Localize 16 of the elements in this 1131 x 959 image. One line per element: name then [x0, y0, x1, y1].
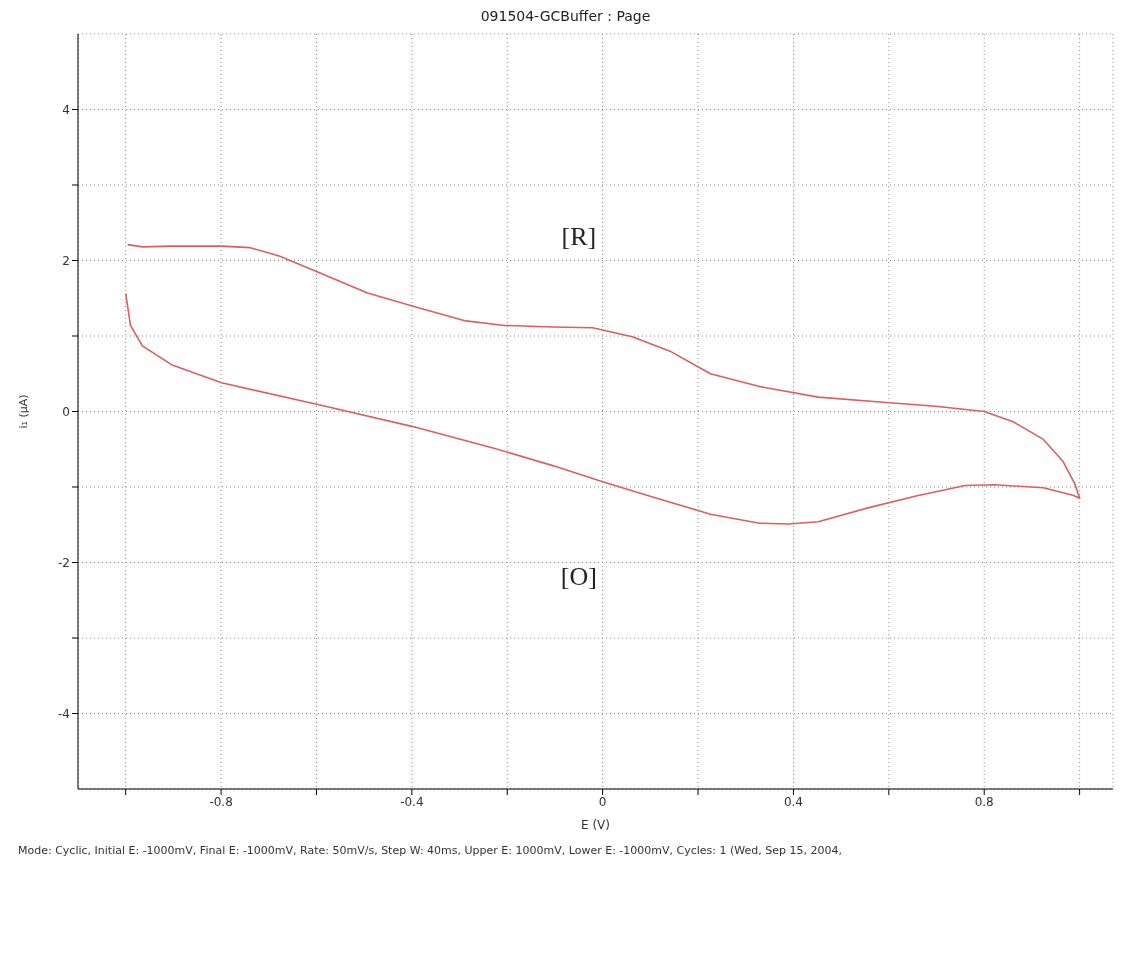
y-tick-label: -2 [58, 555, 70, 570]
annotation: [R] [561, 221, 597, 251]
x-axis-title: E (V) [581, 818, 610, 832]
x-tick-label: -0.4 [400, 794, 424, 809]
x-tick-label: 0 [598, 794, 607, 809]
y-tick-label: 2 [62, 253, 70, 268]
annotation: [O] [560, 562, 597, 592]
x-tick-label: 0.8 [974, 794, 994, 809]
text: Mode: Cyclic, Initial E: -1000mV, Final E: -1000mV, Rate: 50mV/s, Step W: 40ms, Upper E: 1000mV, Lower E: -1000mV, Cycles: 1 (Wed, Sep 15, 2004, [17, 844, 843, 857]
x-tick-label: 0.4 [783, 794, 803, 809]
y-axis-title: i₁ (µA) [16, 394, 30, 429]
y-tick-label: 4 [62, 102, 70, 117]
y-tick-label: 0 [62, 404, 70, 419]
y-tick-label: -4 [58, 706, 70, 721]
x-tick-label: -0.8 [209, 794, 233, 809]
chart-title: 091504-GCBuffer : Page [479, 8, 652, 24]
